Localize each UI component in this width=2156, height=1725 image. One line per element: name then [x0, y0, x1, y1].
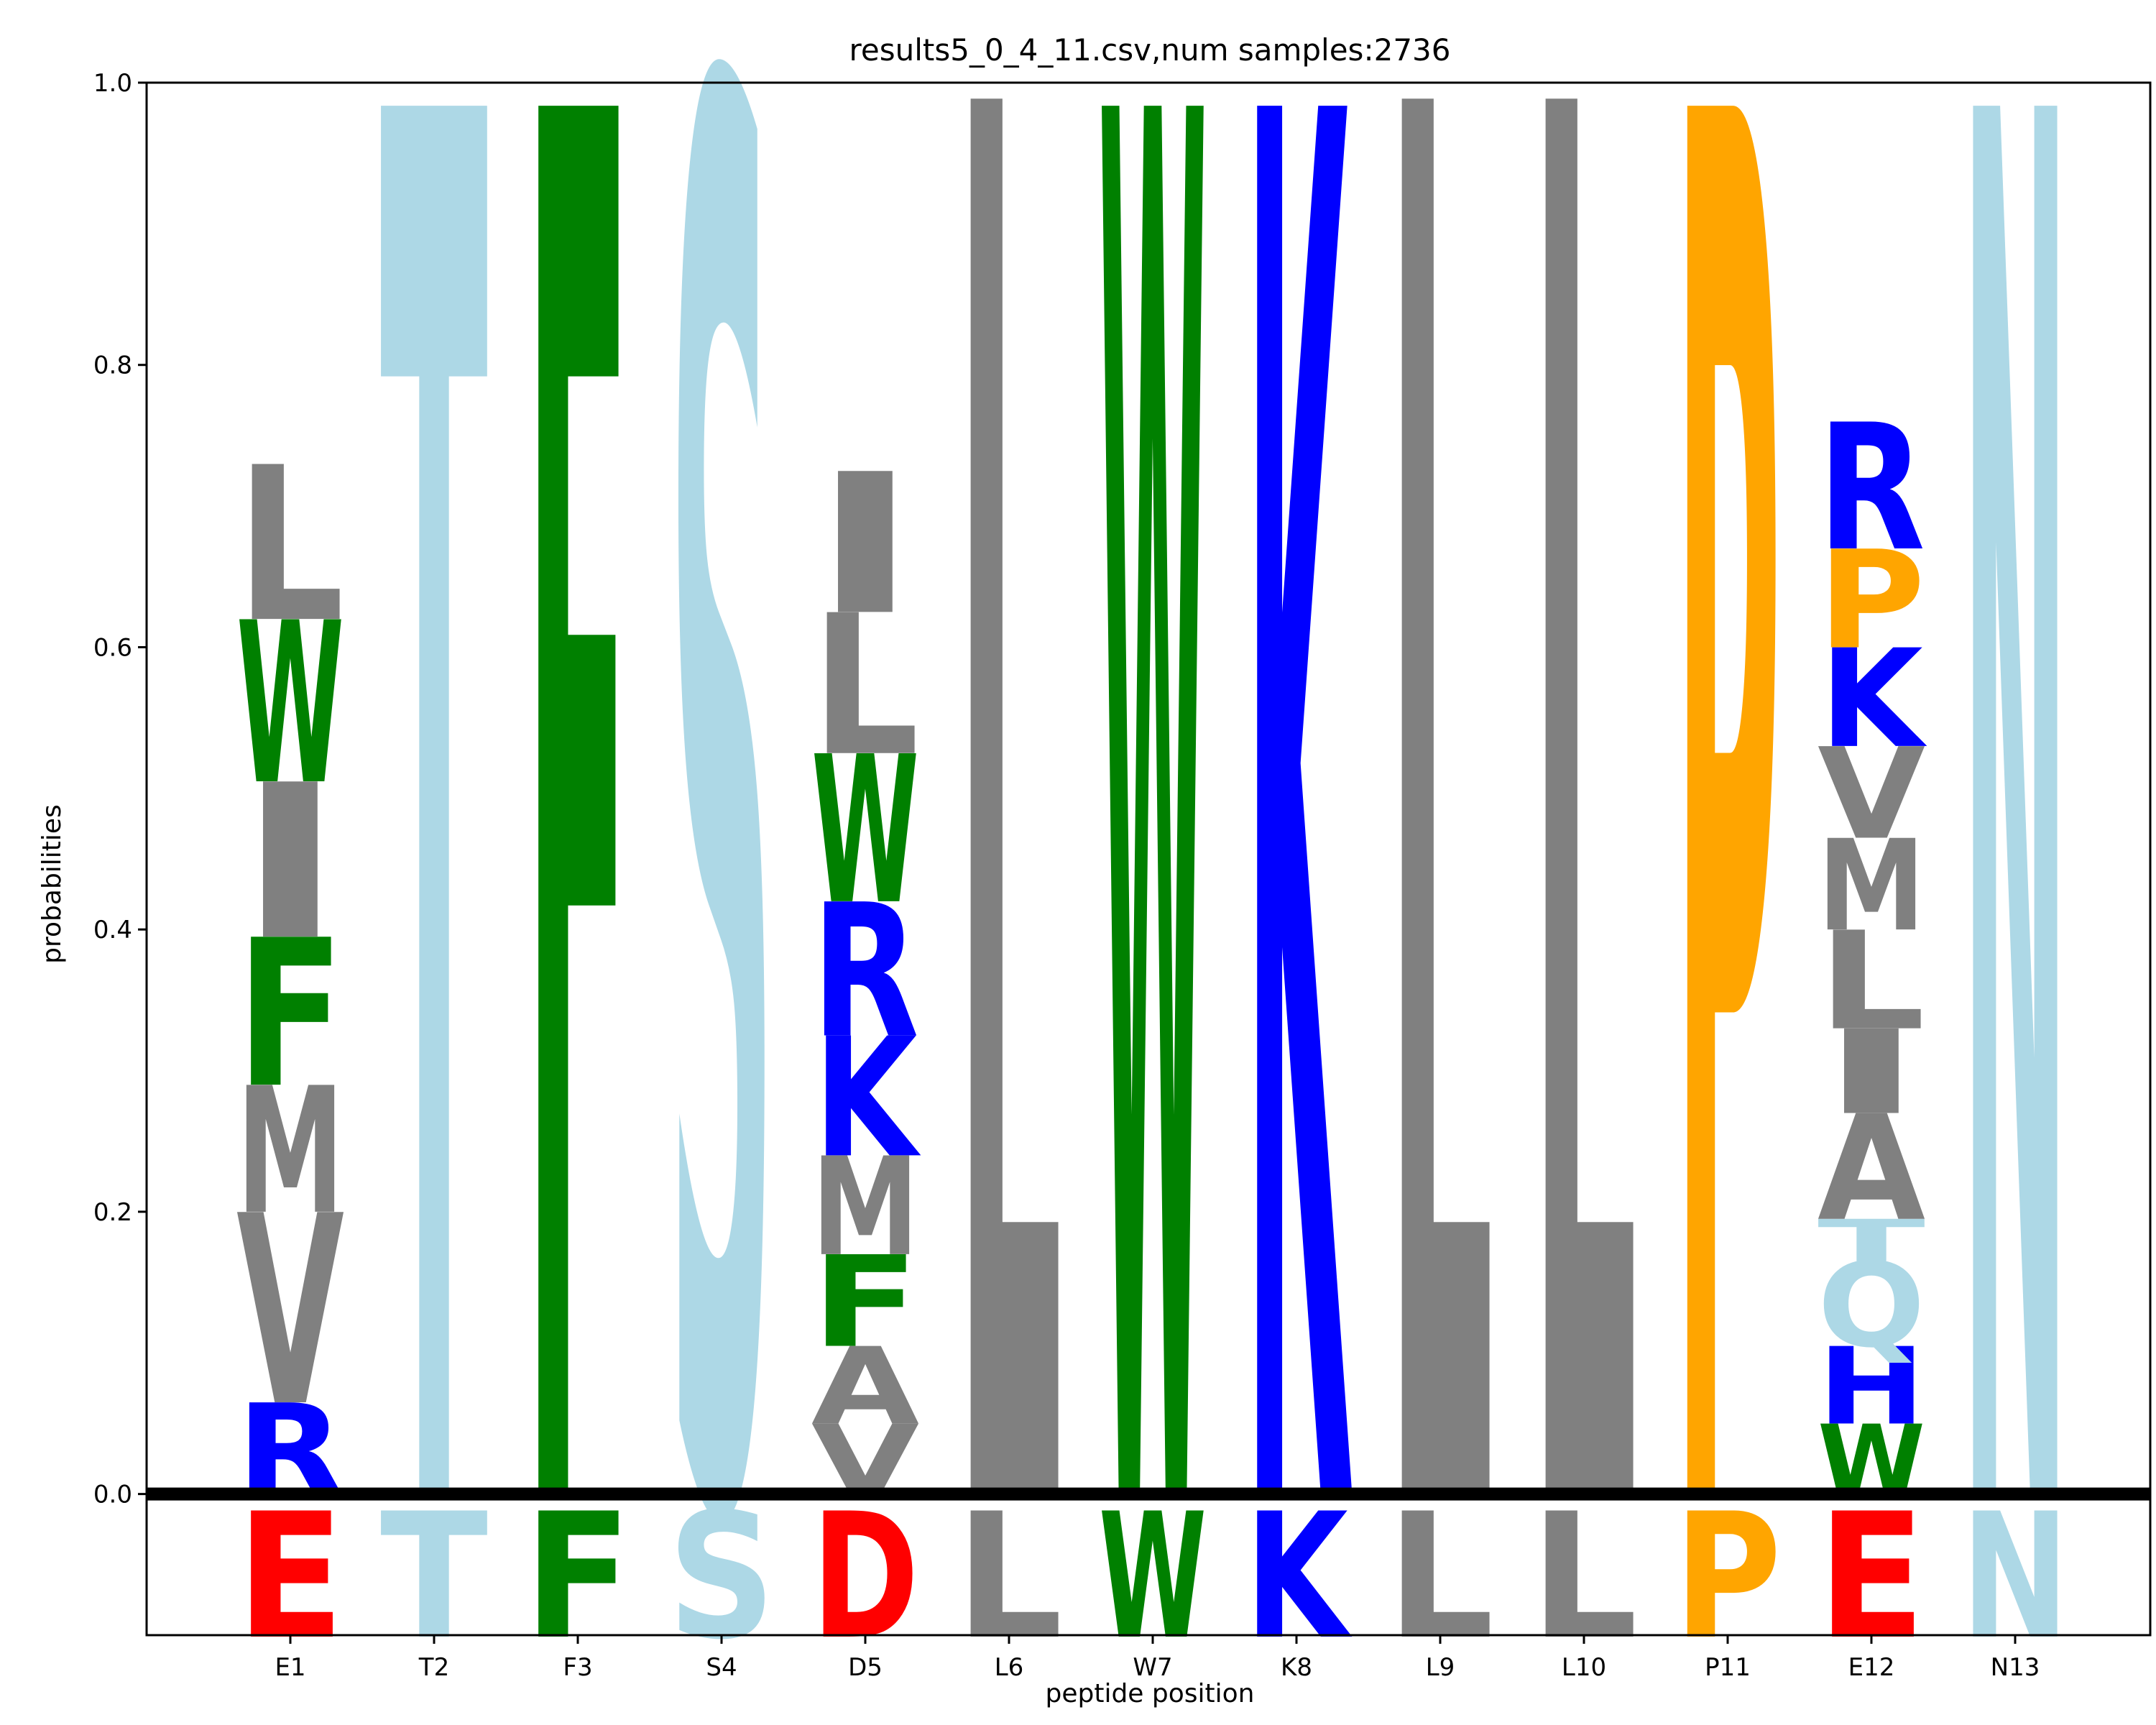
x-tick-label: P11 [1705, 1653, 1751, 1682]
logo-letter-F3-F-0: F [524, 0, 632, 1725]
logo-letter-E12-V-8: V [1818, 722, 1925, 868]
logo-letter-D5-native: D [811, 1476, 919, 1678]
x-tick-label: F3 [563, 1653, 592, 1682]
y-tick-label: 0.6 [93, 633, 132, 662]
logo-letter-L10-native: L [1530, 1476, 1638, 1678]
logo-letter-D5-K-4: K [814, 1003, 921, 1195]
logo-letter-L9-native: L [1386, 1476, 1494, 1678]
logo-letter-D5-M-3: M [811, 1129, 919, 1287]
logo-letter-L6-L-0: L [955, 0, 1063, 1725]
x-tick-label: L10 [1562, 1653, 1606, 1682]
y-axis: 0.0 0.2 0.4 0.6 0.8 1.0 [93, 69, 147, 1509]
logo-letter-L6-native: L [955, 1476, 1063, 1678]
logo-letter-P11-P-0: P [1674, 0, 1782, 1725]
x-tick-label: K8 [1281, 1653, 1312, 1682]
logo-letter-K8-native: K [1245, 1476, 1352, 1678]
logo-letter-S4-S-0: S [668, 0, 775, 1725]
logo-letter-E1-F-3: F [236, 896, 344, 1133]
logo-letter-E1-V-1: V [236, 1160, 345, 1464]
logo-letter-E12-T-3: T [1818, 1208, 1925, 1275]
y-axis-label: probabilities [37, 804, 67, 964]
logo-letter-K8-K-0: K [1245, 0, 1353, 1725]
chart-title: results5_0_4_11.csv,num samples:2736 [849, 32, 1451, 68]
x-tick-label: E12 [1848, 1653, 1895, 1682]
logo-letter-W7-native: W [1099, 1476, 1207, 1678]
logo-letter-E1-W-5: W [236, 576, 344, 834]
y-tick-label: 0.4 [93, 916, 132, 944]
y-tick-label: 1.0 [93, 69, 132, 98]
logo-letter-P11-native: P [1674, 1476, 1782, 1678]
logo-letter-E12-I-5: I [1818, 1006, 1925, 1141]
logo-letter-F3-native: F [524, 1476, 632, 1678]
logo-letter-E12-H-1: H [1818, 1325, 1925, 1449]
y-tick-label: 0.8 [93, 351, 132, 380]
x-axis: E1 T2 F3 S4 D5 L6 W7 K8 L9 L10 P11 E12 N13 [275, 1635, 2040, 1682]
logo-letter-D5-I-8: I [811, 433, 919, 658]
x-axis-label: peptide position [1045, 1679, 1254, 1708]
logo-letter-E12-L-6: L [1818, 903, 1925, 1061]
x-tick-label: W7 [1133, 1653, 1172, 1682]
x-tick-label: L6 [995, 1653, 1024, 1682]
x-tick-label: T2 [418, 1653, 449, 1682]
plot-frame [145, 81, 2152, 1637]
logo-letter-E12-A-4: A [1818, 1084, 1925, 1254]
x-tick-label: L9 [1426, 1653, 1455, 1682]
x-tick-label: E1 [275, 1653, 305, 1682]
logo-letter-W7-W-0: W [1099, 0, 1207, 1725]
logo-letter-D5-F-2: F [811, 1229, 919, 1375]
logo-letter-D5-W-6: W [811, 714, 919, 950]
logo-letter-N13-native: N [1961, 1477, 2069, 1678]
logo-letter-E1-L-6: L [236, 423, 344, 670]
logo-letter-L9-L-0: L [1386, 0, 1494, 1725]
logo-letter-T2-T-0: T [380, 0, 489, 1725]
x-tick-label: D5 [848, 1653, 883, 1682]
logo-letter-E12-P-10: P [1818, 522, 1925, 679]
logo-letter-E12-native: E [1818, 1476, 1925, 1678]
logo-letter-N13-N-0: N [1961, 0, 2069, 1725]
logo-letter-D5-L-7: L [811, 574, 919, 799]
logo-letter-D5-A-1: A [811, 1325, 919, 1448]
logo-letter-E12-R-11: R [1818, 387, 1925, 589]
logo-letter-S4-native: S [668, 1477, 775, 1678]
logo-letter-E1-I-4: I [236, 740, 344, 987]
logo-letter-L10-L-0: L [1530, 0, 1638, 1725]
y-tick-label: 0.2 [93, 1198, 132, 1227]
logo-letter-E12-K-9: K [1820, 621, 1927, 778]
logo-letter-T2-native: T [380, 1477, 488, 1678]
x-tick-label: S4 [706, 1653, 737, 1682]
y-tick-label: 0.0 [93, 1481, 132, 1509]
logo-letter-E1-native: E [236, 1476, 344, 1678]
x-tick-label: N13 [1991, 1653, 2040, 1682]
logo-letter-E12-Q-2: Q [1818, 1238, 1925, 1374]
logo-letter-E12-M-7: M [1818, 813, 1925, 960]
logo-letter-E1-M-2: M [236, 1050, 344, 1253]
logo-letter-D5-R-5: R [811, 865, 919, 1079]
